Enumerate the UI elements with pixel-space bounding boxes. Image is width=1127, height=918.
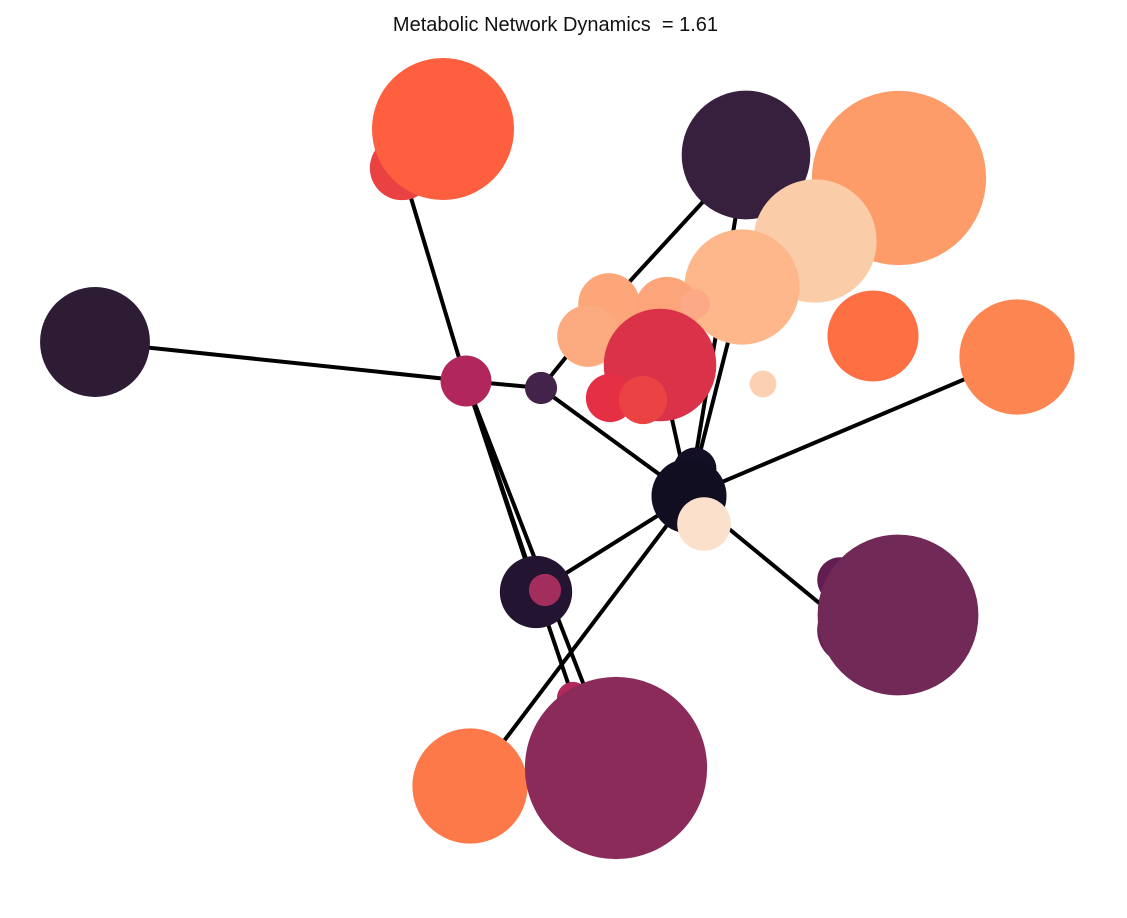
- node-layer: [40, 57, 1075, 860]
- node-n15: [959, 299, 1075, 415]
- edge-n18-n28: [464, 379, 575, 700]
- node-n13: [618, 375, 668, 425]
- node-n25: [817, 534, 979, 696]
- node-n22: [677, 497, 731, 551]
- edge-n21-n15: [687, 355, 1019, 498]
- node-n17: [40, 287, 150, 397]
- edge-n17-n18: [93, 340, 468, 383]
- node-n30: [524, 676, 708, 860]
- node-n10: [557, 305, 619, 367]
- node-n16: [749, 370, 777, 398]
- edge-n1-n18: [400, 166, 468, 383]
- node-n18: [440, 355, 492, 407]
- node-n27: [528, 573, 562, 607]
- node-n3: [681, 90, 811, 220]
- edge-n21-n29: [468, 494, 691, 788]
- node-n14: [827, 290, 919, 382]
- figure-title: Metabolic Network Dynamics = 1.61: [392, 14, 719, 36]
- node-n6: [684, 229, 800, 345]
- node-n2: [371, 57, 515, 201]
- node-n19: [524, 371, 558, 405]
- node-n29: [412, 728, 528, 844]
- node-n9: [680, 289, 710, 319]
